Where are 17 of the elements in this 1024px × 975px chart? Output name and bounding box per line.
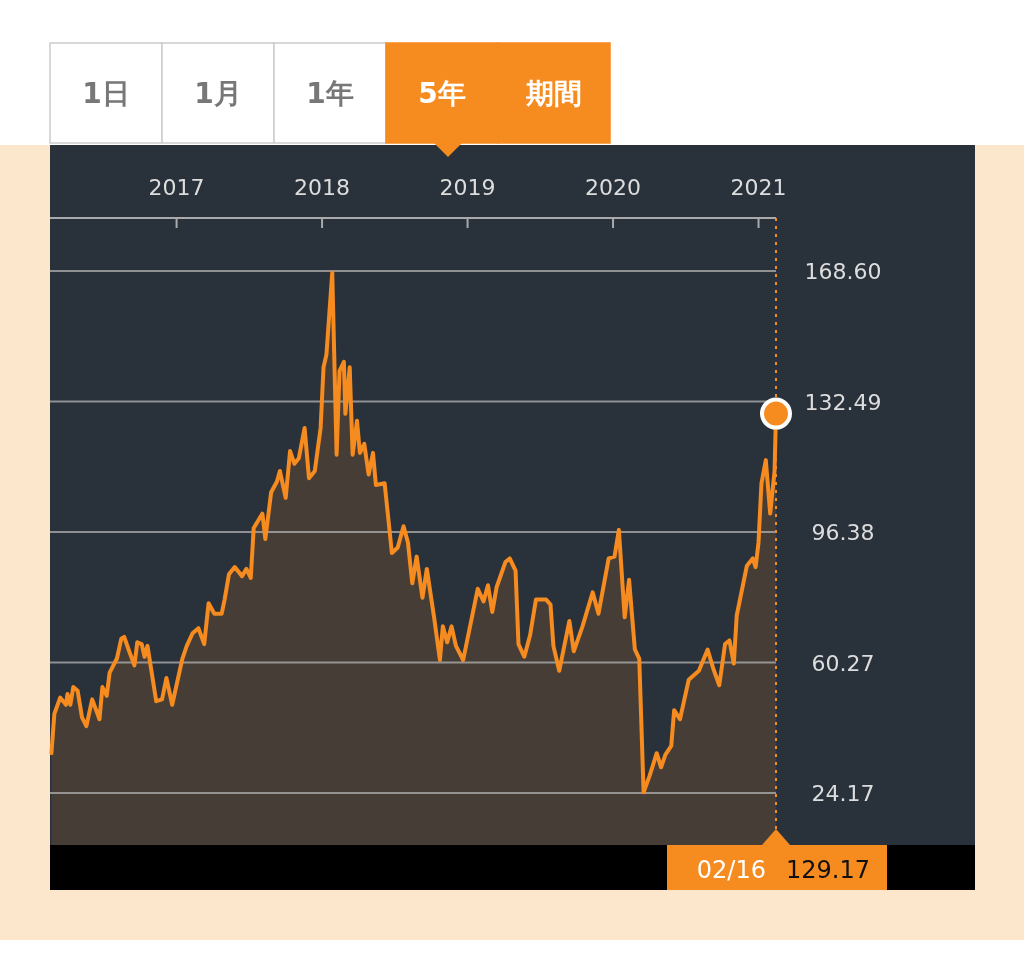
text: 129.17: [786, 856, 870, 884]
text: 1日: [82, 77, 130, 110]
y-tick-label: 168.60: [804, 259, 882, 285]
text: 5年: [418, 77, 466, 110]
y-tick-label: 60.27: [811, 650, 875, 676]
text: 1月: [194, 77, 242, 110]
x-tick-label: 2018: [294, 175, 351, 200]
x-tick-label: 2019: [439, 175, 496, 200]
y-tick-label: 96.38: [811, 520, 875, 546]
text: 期間: [525, 77, 582, 110]
text: 02/16: [696, 856, 766, 884]
x-tick-label: 2020: [585, 175, 642, 200]
x-tick-label: 2021: [730, 175, 787, 200]
y-tick-label: 24.17: [811, 781, 875, 807]
y-tick-label: 132.49: [804, 389, 882, 415]
x-tick-label: 2017: [148, 175, 205, 200]
text: 1年: [306, 77, 354, 110]
